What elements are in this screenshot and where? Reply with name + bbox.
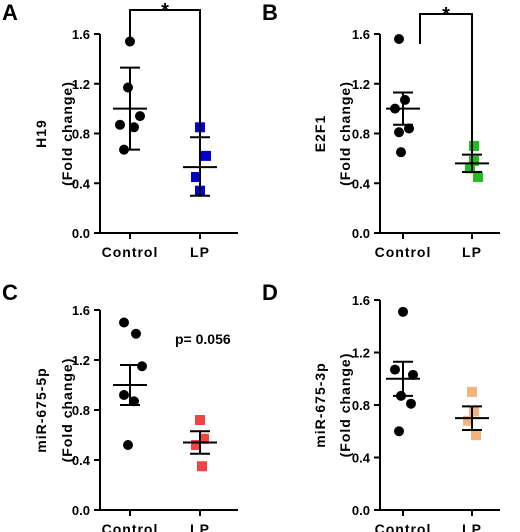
y-tick-label: 1.6 <box>72 303 90 318</box>
data-point <box>398 306 408 317</box>
panel-c: C 0.0 0.4 0.8 1.2 1.6 Control LP miR-675-5p (Fold… <box>2 280 238 532</box>
data-point <box>191 440 201 450</box>
y-axis-label-units: (Fold change) <box>337 81 353 186</box>
y-tick-label: 0.8 <box>352 127 370 142</box>
y-tick-label: 0.0 <box>72 503 90 518</box>
data-point <box>473 172 483 183</box>
data-point <box>469 406 479 417</box>
panel-letter: C <box>2 280 18 305</box>
y-axis-label: E2F1 <box>312 115 328 152</box>
panel-b: B 0.0 0.4 0.8 1.2 1.6 Control LP E2F1 (Fold chang… <box>262 0 500 260</box>
data-point <box>390 364 400 375</box>
y-tick-label: 0.4 <box>352 176 371 191</box>
data-point <box>394 426 404 437</box>
x-tick-label: LP <box>462 244 482 260</box>
y-tick-label: 0.0 <box>352 503 370 518</box>
x-tick-label: Control <box>102 521 159 532</box>
data-point <box>123 440 133 450</box>
y-tick-label: 1.2 <box>352 346 370 361</box>
y-tick-label: 0.0 <box>352 226 370 241</box>
panel-letter: A <box>2 0 18 25</box>
data-point <box>119 390 129 400</box>
data-point <box>400 94 410 105</box>
y-axis-label-units: (Fold change) <box>59 81 75 186</box>
panel-d: D 0.0 0.4 0.8 1.2 1.6 Control LP miR-675-3p (Fold… <box>262 280 500 532</box>
y-tick-label: 1.2 <box>72 77 90 92</box>
data-point <box>408 369 418 380</box>
y-axis-label: miR-675-5p <box>33 367 49 452</box>
y-axis-label: miR-675-3p <box>312 362 328 447</box>
data-point <box>191 172 201 183</box>
data-point <box>469 140 479 151</box>
data-point <box>199 433 209 444</box>
x-tick-label: Control <box>375 521 432 532</box>
data-point <box>129 122 139 133</box>
data-point <box>195 415 205 425</box>
data-point <box>201 150 211 161</box>
data-point <box>465 163 475 174</box>
y-tick-label: 0.8 <box>352 398 370 413</box>
y-tick-label: 0.4 <box>72 453 91 468</box>
data-point <box>406 398 416 409</box>
data-point <box>135 111 145 122</box>
y-tick-label: 1.2 <box>72 353 90 368</box>
data-point <box>404 123 414 134</box>
x-tick-label: Control <box>102 244 159 260</box>
panel-letter: D <box>262 280 278 305</box>
significance-star: * <box>161 0 169 22</box>
data-point <box>471 430 481 441</box>
y-tick-label: 0.8 <box>72 403 90 418</box>
significance-bracket <box>419 13 473 155</box>
y-tick-label: 1.2 <box>352 77 370 92</box>
significance-star: * <box>442 4 450 26</box>
y-axis-label-units: (Fold change) <box>59 358 75 463</box>
y-axis-label: H19 <box>33 119 49 148</box>
y-tick-label: 1.6 <box>352 293 370 308</box>
x-tick-label: LP <box>190 521 210 532</box>
y-tick-label: 1.6 <box>352 27 370 42</box>
y-tick-label: 0.4 <box>352 451 371 466</box>
data-point <box>197 461 207 472</box>
data-point <box>396 147 406 158</box>
data-point <box>115 119 125 130</box>
x-tick-label: Control <box>375 244 432 260</box>
data-point <box>463 415 473 426</box>
data-point <box>469 155 479 166</box>
x-tick-label: LP <box>462 521 482 532</box>
p-value-annotation: p= 0.056 <box>175 331 231 347</box>
data-point <box>131 328 141 339</box>
panel-letter: B <box>262 0 278 25</box>
y-axis-label-units: (Fold change) <box>337 353 353 458</box>
y-tick-label: 1.6 <box>72 27 90 42</box>
x-tick-label: LP <box>190 244 210 260</box>
y-tick-label: 0.8 <box>72 127 90 142</box>
data-point <box>467 386 477 397</box>
data-point <box>129 396 139 407</box>
data-point <box>137 361 147 372</box>
data-point <box>123 82 133 93</box>
panel-a: A 0.0 0.4 0.8 1.2 1.6 Control LP H19 (Fold change… <box>2 0 238 260</box>
data-point <box>125 36 135 47</box>
data-point <box>394 33 404 44</box>
y-tick-label: 0.0 <box>72 226 90 241</box>
data-point <box>119 317 129 328</box>
data-point <box>394 127 404 138</box>
y-tick-label: 0.4 <box>72 176 91 191</box>
significance-bracket <box>129 9 201 138</box>
